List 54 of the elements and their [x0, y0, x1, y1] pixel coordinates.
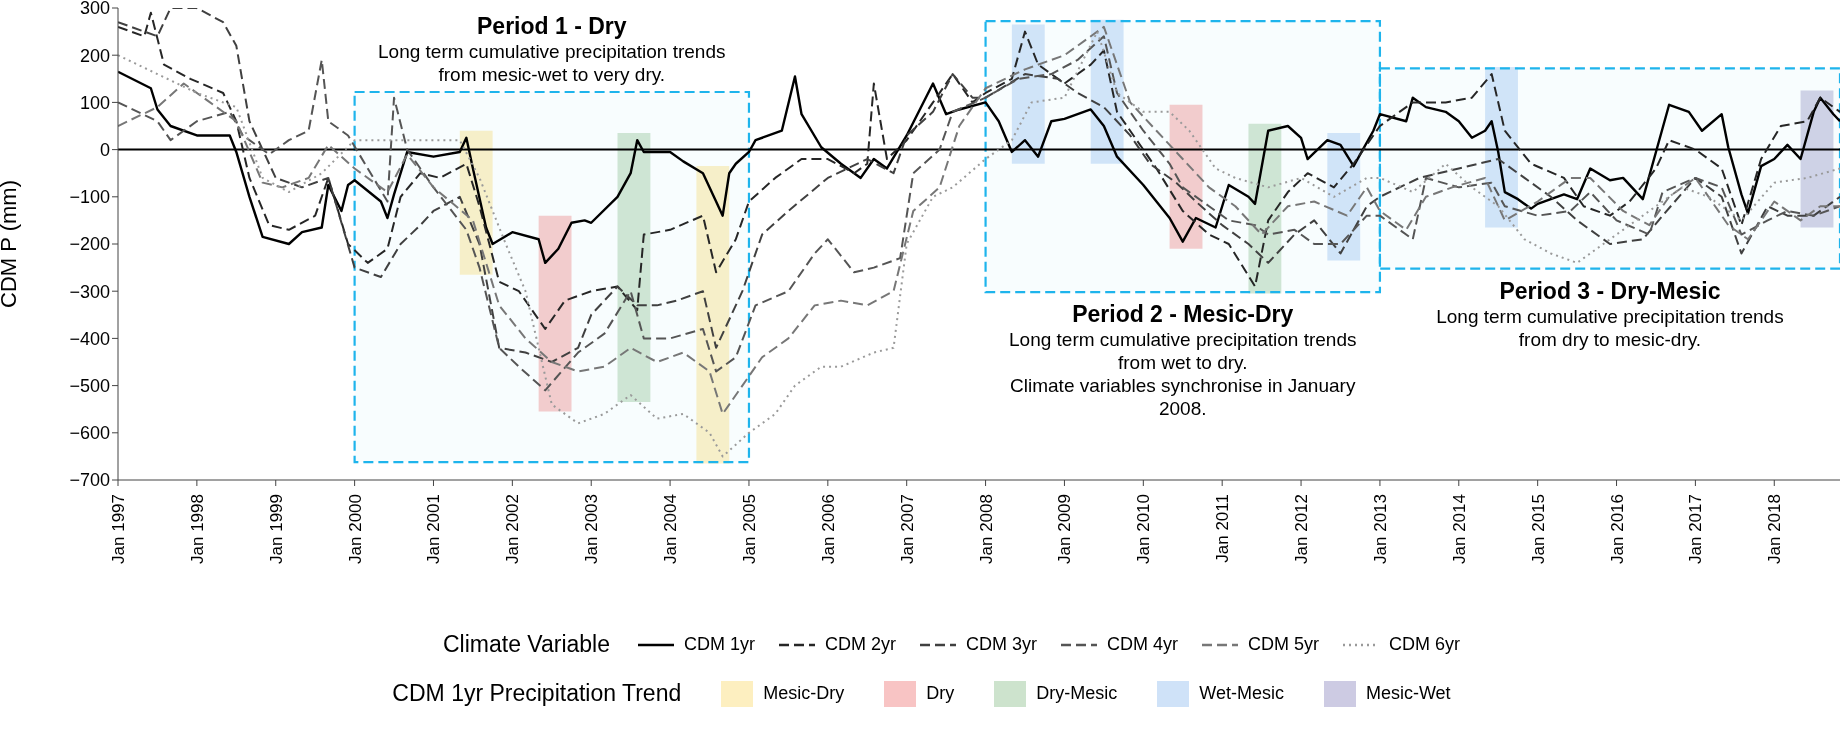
x-tick-label: Jan 2009 — [1055, 494, 1075, 564]
x-tick-label: Jan 2007 — [897, 494, 917, 564]
y-tick-label: −700 — [69, 470, 110, 491]
x-tick-label: Jan 2003 — [582, 494, 602, 564]
x-tick-label: Jan 2000 — [345, 494, 365, 564]
legend-label: Dry-Mesic — [1035, 682, 1118, 705]
annotation: Long term cumulative precipitation trends from wet to dry. Climate variables synchronise in January 2008. — [1008, 328, 1358, 421]
legend-label: CDM 6yr — [1388, 634, 1461, 655]
x-tick-label: Jan 2013 — [1370, 494, 1390, 564]
legend-label: CDM 2yr — [824, 634, 897, 655]
legend-label: CDM 1yr — [683, 634, 756, 655]
band-label: Period 2 - Mesic-Dry — [1071, 300, 1295, 329]
annotation: Long term cumulative precipitation trends from mesic-wet to very dry. — [377, 40, 727, 87]
x-tick-label: Jan 2014 — [1449, 494, 1469, 564]
y-axis-title: CDM P (mm) — [0, 180, 21, 308]
x-tick-label: Jan 2011 — [1213, 494, 1233, 563]
y-tick-label: 200 — [79, 45, 110, 66]
x-tick-label: Jan 2005 — [739, 494, 759, 564]
x-tick-label: Jan 2001 — [424, 494, 444, 564]
x-tick-label: Jan 1997 — [109, 494, 128, 564]
x-tick-label: Jan 1999 — [266, 494, 286, 564]
text: CDM 1yr Precipitation Trend — [392, 680, 682, 707]
x-tick-label: Jan 2002 — [503, 494, 523, 564]
x-tick-label: Jan 2017 — [1686, 494, 1706, 564]
y-tick-label: 100 — [79, 92, 110, 113]
y-tick-label: −500 — [69, 375, 110, 396]
y-tick-label: 300 — [79, 0, 110, 19]
legend-label: CDM 4yr — [1106, 634, 1179, 655]
legend-label: CDM 3yr — [965, 634, 1038, 655]
y-tick-label: −400 — [69, 328, 110, 349]
x-tick-label: Jan 2008 — [976, 494, 996, 564]
y-tick-label: −100 — [69, 187, 110, 208]
y-tick-label: −600 — [69, 423, 110, 444]
x-tick-label: Jan 2016 — [1607, 494, 1627, 564]
legend-title: Climate Variable — [442, 631, 611, 658]
x-tick-label: Jan 2010 — [1134, 494, 1154, 564]
x-tick-label: Jan 1998 — [187, 494, 207, 564]
legend-label: Mesic-Dry — [762, 682, 845, 705]
band-label: Period 3 - Dry-Mesic — [1498, 276, 1722, 305]
line-series — [118, 70, 1840, 265]
legend-label: Dry — [925, 682, 955, 705]
x-tick-label: Jan 2018 — [1765, 494, 1785, 564]
x-tick-label: Jan 2015 — [1528, 494, 1548, 564]
x-tick-label: Jan 2006 — [818, 494, 838, 564]
legend-label: Wet-Mesic — [1198, 682, 1284, 705]
y-tick-label: 0 — [99, 139, 110, 160]
x-tick-label: Jan 2004 — [661, 494, 681, 564]
legend-label: Mesic-Wet — [1364, 682, 1451, 705]
legend-label: CDM 5yr — [1247, 634, 1320, 655]
y-tick-label: −200 — [69, 234, 110, 255]
x-tick-label: Jan 2012 — [1292, 494, 1312, 564]
annotation: Long term cumulative precipitation trends from dry to mesic-dry. — [1435, 304, 1785, 351]
y-tick-label: −300 — [69, 281, 110, 302]
band-label: Period 1 - Dry — [476, 12, 628, 41]
